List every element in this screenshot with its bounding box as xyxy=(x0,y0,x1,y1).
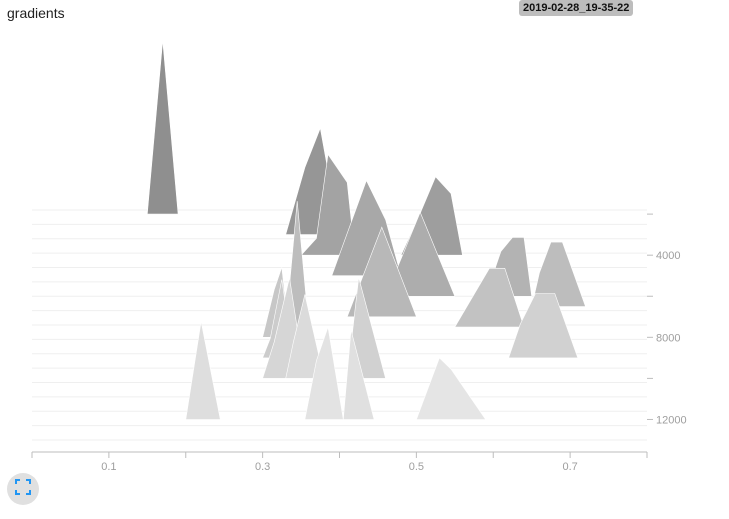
x-axis: 0.1 0.3 0.5 0.7 xyxy=(31,451,648,473)
histogram-ridge xyxy=(415,357,487,420)
histogram-ridge xyxy=(385,211,456,297)
x-tick-label: 0.3 xyxy=(255,461,270,473)
histogram-ridge xyxy=(342,329,375,420)
histogram-ridge xyxy=(346,226,417,318)
histogram-ridge xyxy=(285,294,325,379)
fit-to-domain-icon xyxy=(15,478,31,500)
histogram-ridge xyxy=(146,40,179,215)
fit-to-domain-button[interactable] xyxy=(7,473,39,505)
histogram-ridge xyxy=(531,241,586,307)
y-tick-label: 8000 xyxy=(656,332,680,344)
y-tick-label: 12000 xyxy=(656,414,687,426)
histogram-ridge xyxy=(454,267,525,328)
y-tick-label: 4000 xyxy=(656,250,680,262)
chart-title: gradients xyxy=(7,5,65,21)
x-tick-label: 0.5 xyxy=(409,461,424,473)
histogram-ridges xyxy=(146,40,586,420)
histogram-ridge xyxy=(304,327,344,420)
x-tick-label: 0.1 xyxy=(101,461,116,473)
x-tick-label: 0.7 xyxy=(562,461,577,473)
run-timestamp-badge: 2019-02-28_19-35-22 xyxy=(519,0,634,16)
histogram-ridge xyxy=(185,321,221,420)
y-axis: 4000 8000 12000 xyxy=(647,213,687,426)
histogram-ridge xyxy=(508,293,579,359)
